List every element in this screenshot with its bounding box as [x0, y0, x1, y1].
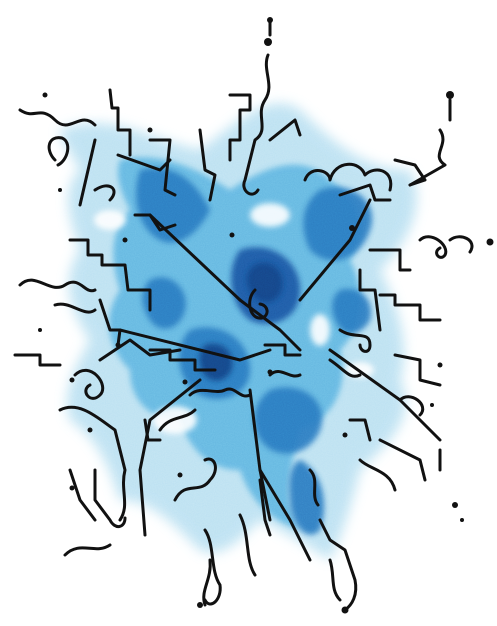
watercolor-wash	[60, 103, 417, 560]
ink-linework	[13, 18, 474, 612]
ink-dots	[38, 17, 494, 614]
